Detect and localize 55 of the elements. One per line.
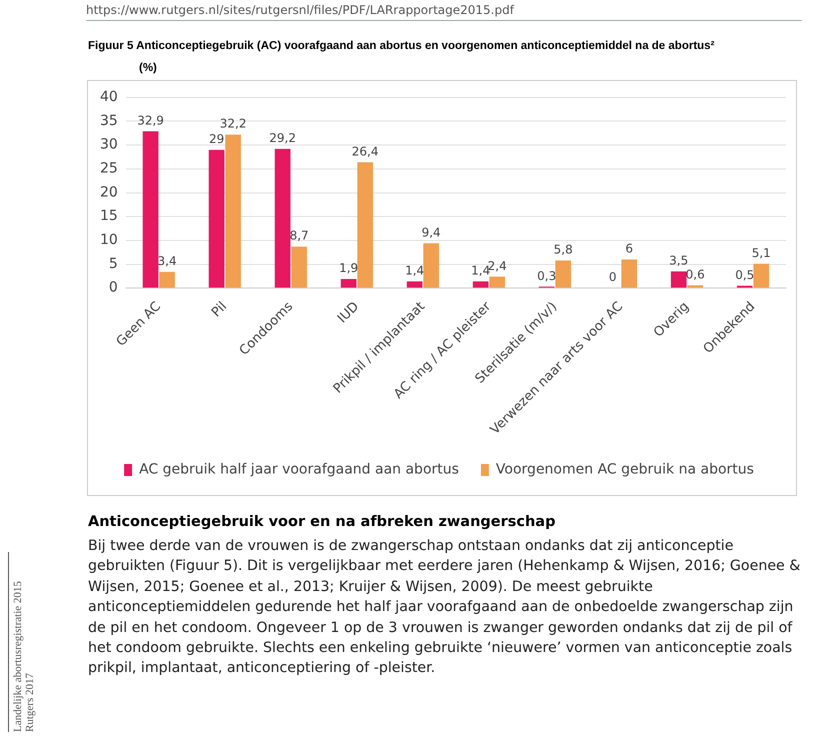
legend-label: AC gebruik half jaar voorafgaand aan abortus	[139, 462, 459, 478]
data-label: 1,4	[405, 264, 424, 278]
text: Anticonceptiegebruik voor en na afbreken zwangerschap	[88, 514, 556, 530]
chart-title: Figuur 5 Anticonceptiegebruik (AC) voorafgaand aan abortus en voorgenomen anticonceptiemiddel na de abortus²	[88, 40, 716, 52]
bar	[472, 281, 489, 288]
y-tick-label: 15	[100, 208, 118, 224]
x-tick-label: Pil	[209, 299, 230, 320]
data-label: 8,7	[290, 228, 309, 243]
bar	[423, 243, 439, 288]
data-label: 0,6	[686, 267, 705, 282]
bar	[291, 246, 307, 288]
y-tick-label: 10	[100, 232, 118, 248]
y-tick-label: 5	[108, 256, 118, 272]
data-label: 32,2	[220, 116, 246, 131]
data-label: 0,3	[537, 268, 556, 283]
data-label: 3,5	[669, 254, 688, 268]
data-label: 29	[208, 132, 224, 146]
x-tick-label: IUD	[334, 299, 362, 326]
data-label: 6	[625, 242, 634, 256]
text: Bij twee derde van de vrouwen is de zwangerschap ontstaan ondanks dat zij anticonceptie gebruikten (Figuur 5). Dit is vergelijkbaar met eerdere jaren (Hehenkamp & Wijsen, 2016; Goenee & Wijsen, 2015; Goenee et al., 2013; Kruijer & Wijsen, 2009). De meest gebruikte anticonceptiemiddelen gedurende het half jaar voorafgaand aan de onbedoelde zwangerschap zijn de pil en het condoom. Ongeveer 1 op de 3 vrouwen is zwanger geworden ondanks dat zij de pil of het condoom gebruikte. Slechts een enkeling gebruikte ‘nieuwere’ vormen van anticonceptie zoals prikpil, implantaat, anticonceptiering of -pleister.	[88, 537, 802, 678]
text: Landelijke abortusregistratie 2015	[12, 580, 24, 732]
data-label: 0,5	[735, 268, 754, 282]
text: Rutgers 2017	[24, 672, 36, 732]
bar	[208, 150, 224, 288]
y-tick-label: 35	[100, 112, 118, 129]
y-tick-label: 20	[100, 184, 118, 200]
bar	[621, 259, 638, 288]
bar	[489, 276, 506, 288]
data-label: 32,9	[137, 113, 164, 128]
data-label: 5,8	[554, 242, 573, 257]
data-label: 0	[608, 270, 617, 284]
bar	[357, 162, 373, 288]
y-axis-title: (%)	[139, 62, 157, 74]
bar	[159, 272, 175, 288]
legend-label: Voorgenomen AC gebruik na abortus	[496, 462, 754, 478]
bar	[225, 134, 241, 288]
bar	[670, 271, 687, 288]
bar	[753, 264, 770, 288]
bar	[340, 279, 356, 288]
bar	[687, 285, 704, 288]
text: https://www.rutgers.nl/sites/rutgersnl/files/PDF/LARrapportage2015.pdf	[86, 3, 514, 17]
data-label: 26,4	[352, 144, 378, 158]
bar	[274, 148, 290, 288]
bar	[406, 281, 422, 288]
y-tick-label: 40	[100, 89, 118, 106]
y-tick-label: 0	[108, 280, 118, 296]
bar	[555, 260, 572, 288]
data-label: 1,9	[339, 261, 358, 276]
data-label: 9,4	[422, 225, 441, 240]
y-tick-label: 25	[100, 160, 118, 177]
bar	[142, 131, 158, 288]
data-label: 1,4	[471, 264, 490, 278]
data-label: 5,1	[752, 246, 771, 260]
data-label: 29,2	[269, 131, 296, 146]
y-tick-label: 30	[100, 136, 118, 153]
